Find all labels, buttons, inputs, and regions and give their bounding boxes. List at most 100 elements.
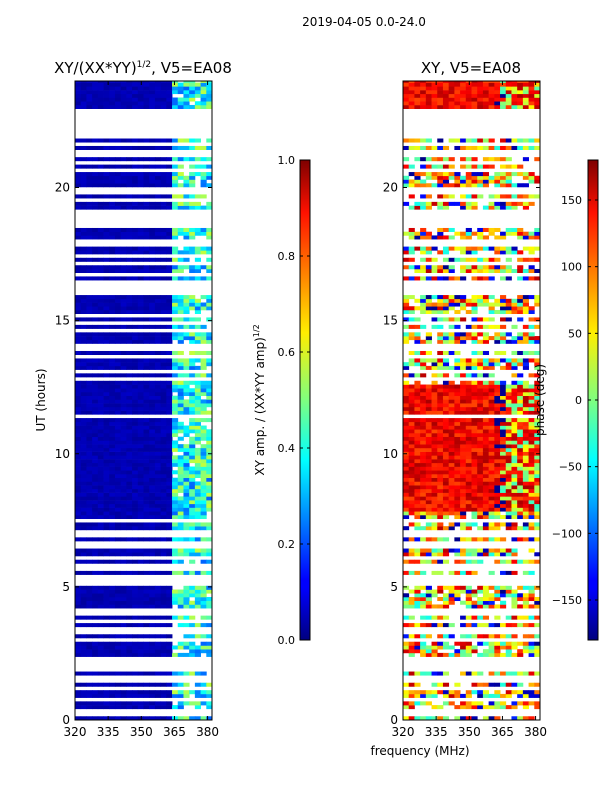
amplitude-cell bbox=[75, 194, 82, 199]
amplitude-cell bbox=[80, 81, 87, 83]
amplitude-cell bbox=[75, 473, 82, 479]
phase-cell bbox=[403, 421, 410, 426]
phase-cell bbox=[454, 589, 461, 594]
amplitude-cell bbox=[103, 481, 110, 486]
amplitude-cell bbox=[206, 552, 212, 557]
amplitude-cell bbox=[132, 596, 139, 602]
amplitude-cell bbox=[132, 418, 139, 423]
phase-cell bbox=[500, 604, 507, 609]
phase-cell bbox=[528, 488, 535, 493]
phase-cell bbox=[494, 593, 501, 598]
amplitude-cell bbox=[126, 462, 133, 467]
phase-cell bbox=[488, 507, 495, 512]
amplitude-cell bbox=[154, 295, 162, 300]
amplitude-cell bbox=[126, 690, 133, 695]
amplitude-cell bbox=[126, 500, 133, 505]
phase-cell bbox=[488, 175, 495, 180]
amplitude-cell bbox=[114, 175, 122, 180]
phase-cell bbox=[477, 365, 484, 370]
amplitude-cell bbox=[109, 511, 116, 516]
amplitude-cell bbox=[194, 276, 201, 281]
amplitude-cell bbox=[92, 362, 99, 367]
amplitude-cell bbox=[194, 373, 201, 378]
phase-cell bbox=[431, 488, 438, 493]
amplitude-cell bbox=[126, 455, 133, 460]
amplitude-cell bbox=[120, 444, 127, 449]
amplitude-cell bbox=[80, 537, 87, 542]
phase-cell bbox=[420, 358, 427, 363]
amplitude-cell bbox=[143, 403, 150, 408]
phase-cell bbox=[454, 570, 461, 575]
amplitude-cell bbox=[194, 82, 201, 87]
phase-cell bbox=[534, 477, 540, 482]
amplitude-cell bbox=[92, 432, 99, 438]
amplitude-cell bbox=[120, 716, 127, 720]
amplitude-cell bbox=[143, 205, 150, 210]
amplitude-cell bbox=[166, 537, 173, 542]
amplitude-cell bbox=[97, 145, 104, 150]
amplitude-cell bbox=[114, 302, 122, 307]
phase-cell bbox=[511, 615, 518, 620]
phase-cell bbox=[414, 429, 421, 434]
amplitude-cell bbox=[183, 145, 190, 150]
phase-cell bbox=[528, 671, 535, 676]
phase-cell bbox=[517, 339, 524, 344]
phase-cell bbox=[420, 309, 427, 315]
amplitude-cell bbox=[200, 466, 207, 471]
amplitude-cell bbox=[137, 526, 144, 531]
amplitude-cell bbox=[97, 82, 104, 87]
phase-cell bbox=[500, 492, 507, 497]
amplitude-cell bbox=[143, 276, 150, 281]
phase-cell bbox=[522, 447, 529, 452]
phase-cell bbox=[454, 395, 461, 400]
amplitude-cell bbox=[86, 93, 93, 98]
phase-cell bbox=[534, 410, 540, 415]
amplitude-cell bbox=[194, 429, 201, 434]
amplitude-cell bbox=[114, 671, 122, 676]
phase-cell bbox=[448, 336, 455, 341]
phase-cell bbox=[471, 93, 478, 98]
amplitude-cell bbox=[194, 701, 201, 706]
phase-cell bbox=[420, 429, 427, 434]
amplitude-cell bbox=[154, 548, 162, 553]
amplitude-cell bbox=[183, 693, 190, 698]
amplitude-cell bbox=[114, 246, 122, 251]
phase-cell bbox=[414, 470, 421, 475]
phase-cell bbox=[488, 265, 495, 270]
phase-cell bbox=[488, 362, 495, 367]
amplitude-cell bbox=[160, 295, 167, 300]
amplitude-cell bbox=[132, 559, 139, 564]
amplitude-cell bbox=[114, 600, 122, 605]
phase-cell bbox=[431, 623, 438, 628]
amplitude-cell bbox=[120, 511, 127, 516]
amplitude-cell bbox=[86, 194, 93, 199]
phase-cell bbox=[511, 671, 518, 676]
phase-cell bbox=[454, 559, 461, 564]
amplitude-cell bbox=[103, 395, 110, 400]
amplitude-cell bbox=[189, 477, 196, 482]
phase-cell bbox=[528, 690, 535, 695]
amplitude-cell bbox=[103, 470, 110, 475]
amplitude-cell bbox=[154, 503, 162, 508]
phase-cell bbox=[408, 645, 415, 650]
phase-cell bbox=[505, 205, 512, 210]
amplitude-cell bbox=[80, 671, 87, 676]
amplitude-cell bbox=[109, 399, 116, 404]
amplitude-cell bbox=[120, 306, 127, 311]
amplitude-cell bbox=[114, 324, 122, 329]
amplitude-cell bbox=[92, 470, 99, 475]
amplitude-cell bbox=[126, 403, 133, 408]
phase-cell bbox=[505, 649, 512, 654]
phase-cell bbox=[471, 716, 478, 720]
amplitude-cell bbox=[194, 432, 201, 438]
phase-cell bbox=[511, 701, 518, 706]
phase-cell bbox=[511, 81, 518, 83]
phase-cell bbox=[482, 455, 490, 460]
phase-cell bbox=[408, 559, 415, 564]
phase-cell bbox=[425, 276, 432, 281]
amplitude-cell bbox=[86, 309, 93, 315]
phase-cell bbox=[448, 690, 455, 695]
amplitude-cell bbox=[189, 507, 196, 512]
amplitude-cell bbox=[194, 324, 201, 329]
phase-cell bbox=[477, 227, 484, 232]
